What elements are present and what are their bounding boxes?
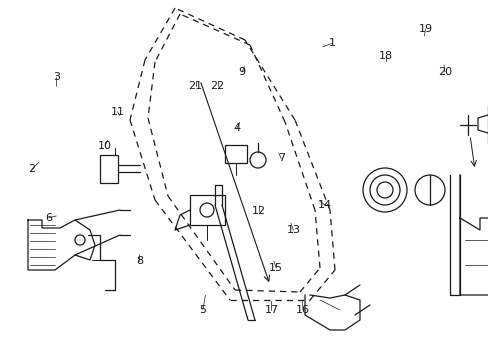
Text: 9: 9 — [238, 67, 245, 77]
Text: 8: 8 — [136, 256, 142, 266]
Text: 22: 22 — [210, 81, 224, 91]
Bar — [487, 105, 488, 143]
Text: 11: 11 — [110, 107, 124, 117]
Text: 18: 18 — [379, 51, 392, 61]
Bar — [224, 145, 246, 163]
Text: 14: 14 — [318, 200, 331, 210]
Text: 21: 21 — [188, 81, 202, 91]
Text: 13: 13 — [286, 225, 300, 235]
Text: 6: 6 — [45, 213, 52, 223]
Text: 7: 7 — [277, 153, 284, 163]
Text: 1: 1 — [328, 38, 335, 48]
Text: 19: 19 — [418, 24, 431, 34]
Text: 17: 17 — [264, 305, 278, 315]
Text: 12: 12 — [252, 206, 265, 216]
Text: 5: 5 — [199, 305, 206, 315]
Bar — [100, 155, 118, 183]
Text: 15: 15 — [269, 263, 283, 273]
Text: 10: 10 — [98, 141, 112, 151]
Text: 4: 4 — [233, 123, 240, 133]
Bar — [190, 195, 224, 225]
Text: 16: 16 — [296, 305, 309, 315]
Text: 2: 2 — [28, 164, 35, 174]
Text: 20: 20 — [437, 67, 451, 77]
Text: 3: 3 — [53, 72, 60, 82]
